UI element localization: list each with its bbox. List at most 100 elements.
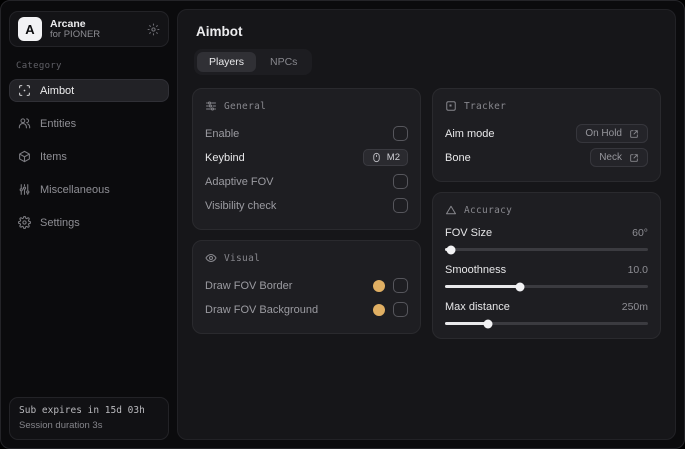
sidebar-item-label: Aimbot [40,84,75,97]
main-panel: Aimbot Players NPCs General Enable [177,9,676,440]
accuracy-card-header: Accuracy [445,204,648,216]
setting-row-bone: Bone Neck [445,147,648,168]
setting-label: Adaptive FOV [205,175,274,188]
slider-thumb[interactable] [446,245,456,254]
smoothness-slider[interactable] [445,282,648,291]
tab-bar: Players NPCs [194,49,313,75]
brand-card: A Arcane for PIONER [9,11,169,47]
visibility-check-checkbox[interactable] [393,198,408,213]
adaptive-fov-checkbox[interactable] [393,174,408,189]
color-swatch[interactable] [373,279,385,292]
slider-row: FOV Size 60° [445,227,648,239]
section-title: Accuracy [464,204,513,216]
sidebar: A Arcane for PIONER Category Aimbot [1,1,177,448]
setting-row-aim-mode: Aim mode On Hold [445,123,648,144]
slider-fill [445,322,488,325]
setting-row-keybind: Keybind M2 [205,147,408,168]
max-distance-slider[interactable] [445,319,648,328]
keybind-button[interactable]: M2 [362,149,408,166]
setting-label: Bone [445,151,471,164]
setting-row-enable: Enable [205,123,408,144]
slider-fill [445,285,521,288]
aim-mode-select[interactable]: On Hold [576,124,648,143]
sidebar-item-label: Entities [40,117,77,130]
section-title: Visual [224,252,261,264]
brand-text: Arcane for PIONER [50,18,139,41]
slider-label: FOV Size [445,227,493,239]
gear-icon [18,216,31,229]
sidebar-item-aimbot[interactable]: Aimbot [9,79,169,102]
sidebar-nav: Aimbot Entities Items Miscellaneous [9,79,169,234]
section-title: General [224,100,267,112]
visual-card: Visual Draw FOV Border Draw FOV Backgrou… [192,240,421,334]
app-subtitle: for PIONER [50,28,101,40]
app-logo: A [18,17,42,41]
bone-select[interactable]: Neck [590,148,648,167]
tracker-card-header: Tracker [445,100,648,112]
sidebar-item-items[interactable]: Items [9,145,169,168]
setting-row-fov-background: Draw FOV Background [205,299,408,320]
enable-checkbox[interactable] [393,126,408,141]
slider-row: Max distance 250m [445,301,648,313]
content-columns: General Enable Keybind M2 [192,88,661,339]
app-name: Arcane [50,17,86,30]
sidebar-item-label: Miscellaneous [40,183,110,196]
setting-label: Keybind [205,151,245,164]
page-title: Aimbot [196,24,243,39]
setting-label: Draw FOV Background [205,303,319,316]
setting-row-fov-border: Draw FOV Border [205,275,408,296]
mouse-icon [371,152,382,163]
setting-label: Enable [205,127,240,140]
color-swatch[interactable] [373,303,385,316]
focus-square-icon [445,100,457,112]
setting-row-visibility-check: Visibility check [205,195,408,216]
slider-row: Smoothness 10.0 [445,264,648,276]
tab-npcs[interactable]: NPCs [270,56,298,68]
cube-icon [18,150,31,163]
setting-label: Visibility check [205,199,277,212]
keybind-value: M2 [386,152,400,163]
category-label: Category [16,61,62,71]
fov-background-checkbox[interactable] [393,302,408,317]
sidebar-item-miscellaneous[interactable]: Miscellaneous [9,178,169,201]
right-column: Tracker Aim mode On Hold Bone [432,88,661,339]
sidebar-item-entities[interactable]: Entities [9,112,169,135]
left-column: General Enable Keybind M2 [192,88,421,334]
setting-label: Aim mode [445,127,495,140]
section-title: Tracker [464,100,507,112]
slider-label: Max distance [445,301,510,313]
max-distance-slider-group: Max distance 250m [445,301,648,328]
color-checkbox-group [373,278,408,293]
settings-gear-icon[interactable] [147,23,160,36]
general-card: General Enable Keybind M2 [192,88,421,230]
setting-label: Draw FOV Border [205,279,293,292]
eye-icon [205,252,217,264]
fov-size-slider-group: FOV Size 60° [445,227,648,254]
sidebar-item-settings[interactable]: Settings [9,211,169,234]
fov-size-slider[interactable] [445,245,648,254]
sliders-icon [18,183,31,196]
crosshair-scan-icon [18,84,31,97]
visual-card-header: Visual [205,252,408,264]
entities-icon [18,117,31,130]
subscription-card: Sub expires in 15d 03h Session duration … [9,397,169,440]
accuracy-card: Accuracy FOV Size 60° [432,192,661,339]
session-duration-text: Session duration 3s [19,420,103,431]
slider-value: 10.0 [627,264,648,276]
select-value: On Hold [585,128,622,139]
fov-border-checkbox[interactable] [393,278,408,293]
sidebar-item-label: Items [40,150,67,163]
color-checkbox-group [373,302,408,317]
tracker-card: Tracker Aim mode On Hold Bone [432,88,661,182]
slider-thumb[interactable] [515,282,525,291]
slider-value: 250m [621,301,648,313]
sliders-horizontal-icon [205,100,217,112]
smoothness-slider-group: Smoothness 10.0 [445,264,648,291]
expand-icon [629,129,639,139]
sidebar-item-label: Settings [40,216,80,229]
setting-row-adaptive-fov: Adaptive FOV [205,171,408,192]
slider-thumb[interactable] [483,319,493,328]
slider-value: 60° [632,227,648,239]
tab-players[interactable]: Players [197,52,257,72]
